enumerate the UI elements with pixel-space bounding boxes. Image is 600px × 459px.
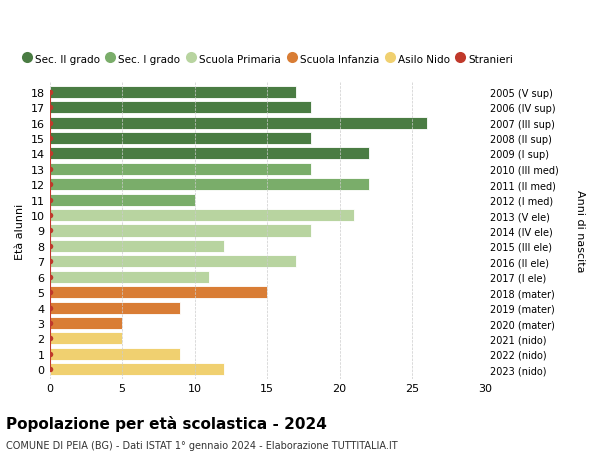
Point bbox=[45, 151, 55, 158]
Bar bbox=[50, 286, 267, 298]
Bar bbox=[50, 210, 354, 222]
Legend: Sec. II grado, Sec. I grado, Scuola Primaria, Scuola Infanzia, Asilo Nido, Stran: Sec. II grado, Sec. I grado, Scuola Prim… bbox=[20, 50, 517, 68]
Bar bbox=[50, 102, 311, 114]
Point bbox=[45, 135, 55, 142]
Bar bbox=[50, 133, 311, 145]
Bar bbox=[50, 225, 311, 237]
Text: COMUNE DI PEIA (BG) - Dati ISTAT 1° gennaio 2024 - Elaborazione TUTTITALIA.IT: COMUNE DI PEIA (BG) - Dati ISTAT 1° genn… bbox=[6, 440, 398, 450]
Bar bbox=[50, 364, 224, 375]
Point bbox=[45, 304, 55, 312]
Bar bbox=[50, 317, 122, 329]
Point bbox=[45, 166, 55, 173]
Point bbox=[45, 227, 55, 235]
Bar bbox=[50, 194, 194, 206]
Point bbox=[45, 104, 55, 112]
Bar bbox=[50, 241, 224, 252]
Point bbox=[45, 274, 55, 281]
Point bbox=[45, 120, 55, 127]
Point bbox=[45, 196, 55, 204]
Point bbox=[45, 243, 55, 250]
Point bbox=[45, 89, 55, 96]
Bar bbox=[50, 148, 368, 160]
Point bbox=[45, 289, 55, 296]
Bar bbox=[50, 271, 209, 283]
Bar bbox=[50, 179, 368, 191]
Point bbox=[45, 212, 55, 219]
Point bbox=[45, 181, 55, 189]
Point bbox=[45, 350, 55, 358]
Y-axis label: Età alunni: Età alunni bbox=[15, 203, 25, 259]
Point bbox=[45, 335, 55, 342]
Bar bbox=[50, 348, 180, 360]
Point bbox=[45, 319, 55, 327]
Bar bbox=[50, 86, 296, 99]
Bar bbox=[50, 302, 180, 314]
Y-axis label: Anni di nascita: Anni di nascita bbox=[575, 190, 585, 272]
Text: Popolazione per età scolastica - 2024: Popolazione per età scolastica - 2024 bbox=[6, 415, 327, 431]
Bar bbox=[50, 256, 296, 268]
Point bbox=[45, 258, 55, 265]
Bar bbox=[50, 163, 311, 175]
Bar bbox=[50, 117, 427, 129]
Point bbox=[45, 366, 55, 373]
Bar bbox=[50, 333, 122, 345]
